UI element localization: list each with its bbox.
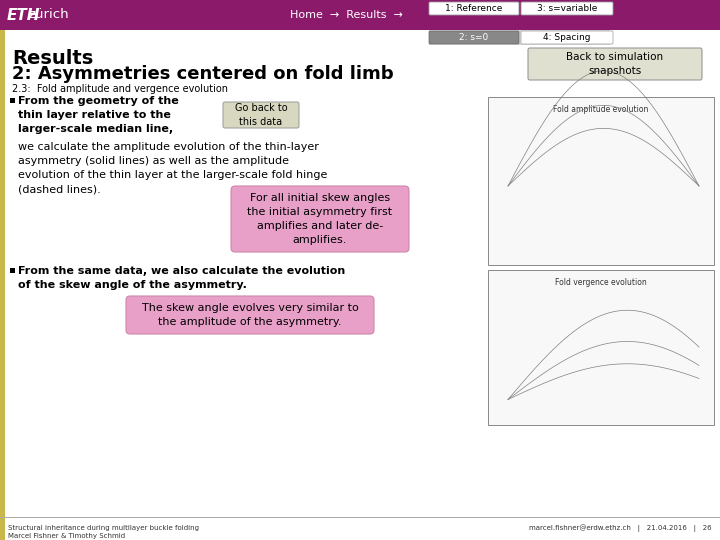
Bar [488, 97, 714, 265]
Bar [488, 270, 714, 425]
Text: For all initial skew angles
the initial asymmetry first
amplifies and later de-
: For all initial skew angles the initial … [248, 193, 392, 245]
Text: 3: s=variable: 3: s=variable [537, 4, 597, 13]
Text: we calculate the amplitude evolution of the thin-layer
asymmetry (solid lines) a: we calculate the amplitude evolution of … [18, 142, 328, 194]
Text: ETH: ETH [7, 8, 40, 23]
FancyBboxPatch shape [528, 48, 702, 80]
Text: From the geometry of the
thin layer relative to the
larger-scale median line,: From the geometry of the thin layer rela… [18, 96, 179, 134]
Text: Results: Results [12, 49, 94, 68]
FancyBboxPatch shape [126, 296, 374, 334]
Text: zürich: zürich [28, 9, 68, 22]
Bar [10, 268, 15, 273]
Text: 2: s=0: 2: s=0 [459, 33, 489, 42]
Text: Back to simulation
snapshots: Back to simulation snapshots [567, 52, 664, 76]
Text: 2.3:  Fold amplitude and vergence evolution: 2.3: Fold amplitude and vergence evoluti… [12, 84, 228, 94]
FancyBboxPatch shape [429, 31, 519, 44]
Text: The skew angle evolves very similar to
the amplitude of the asymmetry.: The skew angle evolves very similar to t… [142, 303, 359, 327]
Text: 4: Spacing: 4: Spacing [544, 33, 590, 42]
Bar [0, 30, 5, 540]
Bar [10, 98, 15, 103]
Text: Home  →  Results  →: Home → Results → [290, 10, 403, 20]
Bar [0, 517, 720, 518]
FancyBboxPatch shape [521, 2, 613, 15]
Text: Fold vergence evolution: Fold vergence evolution [555, 278, 647, 287]
Text: 1: Reference: 1: Reference [445, 4, 503, 13]
Text: marcel.fishner@erdw.ethz.ch   |   21.04.2016   |   26: marcel.fishner@erdw.ethz.ch | 21.04.2016… [529, 524, 712, 532]
Text: 2: Asymmetries centered on fold limb: 2: Asymmetries centered on fold limb [12, 65, 394, 83]
Text: Fold amplitude evolution: Fold amplitude evolution [553, 105, 649, 114]
FancyBboxPatch shape [223, 102, 299, 128]
FancyBboxPatch shape [429, 2, 519, 15]
FancyBboxPatch shape [521, 31, 613, 44]
Text: Structural inheritance during multilayer buckle folding
Marcel Fishner & Timothy: Structural inheritance during multilayer… [8, 525, 199, 539]
Bar [0, 0, 720, 30]
Text: From the same data, we also calculate the evolution
of the skew angle of the asy: From the same data, we also calculate th… [18, 266, 346, 290]
FancyBboxPatch shape [231, 186, 409, 252]
Text: Go back to
this data: Go back to this data [235, 103, 287, 126]
Bar [429, 30, 610, 45]
